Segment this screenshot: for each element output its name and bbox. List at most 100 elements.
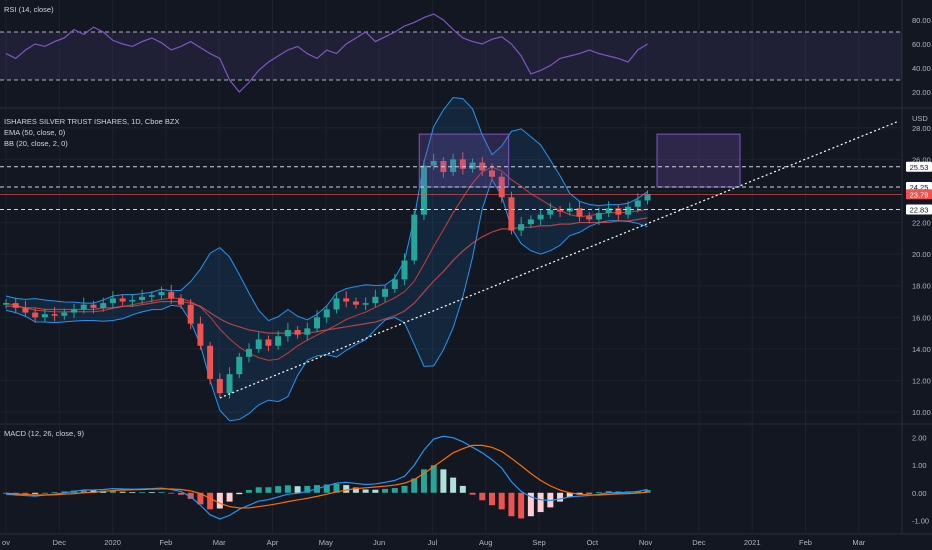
time-axis-label: Dec <box>692 538 706 547</box>
candle-body <box>100 303 107 308</box>
candle-body <box>12 303 19 308</box>
rsi-axis-tick: 60.00 <box>912 40 931 49</box>
macd-histogram-bar <box>61 491 68 493</box>
price-title: ISHARES SILVER TRUST ISHARES, 1D, Cboe B… <box>4 117 180 126</box>
bb-legend-label: BB (20, close, 2, 0) <box>4 139 68 148</box>
candle-body <box>459 159 466 169</box>
macd-histogram-bar <box>518 492 525 519</box>
candle-body <box>314 317 321 329</box>
price-axis-tick: 26.00 <box>912 155 931 164</box>
candle-body <box>80 304 87 310</box>
candle-body <box>333 298 340 310</box>
macd-histogram-bar <box>275 486 282 493</box>
macd-histogram-bar <box>119 491 126 493</box>
candle-body <box>294 329 301 335</box>
candle-body <box>275 336 282 346</box>
macd-histogram-bar <box>430 465 437 493</box>
currency-label: USD <box>912 114 928 123</box>
rsi-pane <box>0 13 902 93</box>
candle-body <box>382 288 389 297</box>
macd-histogram-bar <box>255 487 262 493</box>
macd-legend-label: MACD (12, 26, close, 9) <box>4 429 85 438</box>
macd-histogram-bar <box>187 492 194 499</box>
macd-histogram-bar <box>372 489 379 493</box>
candle-body <box>634 200 641 207</box>
time-axis-label: Jul <box>428 538 438 547</box>
candle-body <box>615 208 622 215</box>
macd-legend: MACD (12, 26, close, 9) <box>4 428 84 439</box>
macd-histogram-bar <box>158 491 165 493</box>
price-tag-label: 22.83 <box>910 205 929 214</box>
price-tag-box <box>906 204 932 215</box>
candle-body <box>430 160 437 166</box>
macd-histogram-bar <box>557 492 564 502</box>
macd-histogram-bar <box>226 492 233 502</box>
candle-body <box>246 348 252 357</box>
macd-histogram-bar <box>343 485 350 493</box>
candle-body <box>518 224 525 231</box>
rsi-line <box>5 13 648 93</box>
candle-body <box>168 292 175 299</box>
macd-histogram-bar <box>382 488 389 493</box>
candle-body <box>90 304 97 308</box>
candle-body <box>22 307 29 313</box>
macd-histogram-bar <box>362 489 369 493</box>
candle-body <box>372 296 379 304</box>
macd-histogram-bar <box>352 487 359 493</box>
candle-body <box>479 162 486 171</box>
candle-body <box>158 292 165 296</box>
axes: ov Dec 2020 Feb Mar Apr May Jun Jul Aug Sep Oct Nov D… <box>2 16 932 547</box>
price-tag-label: 24.25 <box>910 183 929 192</box>
candle-body <box>547 209 554 215</box>
macd-histogram-bar <box>498 492 505 510</box>
price-axis-tick: 10.00 <box>912 408 931 417</box>
macd-histogram-bar <box>391 488 398 493</box>
resistance-box <box>418 133 510 188</box>
price-tag-box <box>906 161 932 172</box>
time-axis-label: Mar <box>852 538 865 547</box>
candle-body <box>527 219 534 225</box>
macd-pane <box>3 435 651 520</box>
time-axis-label: Jun <box>373 538 385 547</box>
rsi-axis-tick: 40.00 <box>912 64 931 73</box>
candle-body <box>625 206 632 215</box>
macd-histogram-bar <box>246 490 252 493</box>
macd-histogram-bar <box>459 485 466 493</box>
candle-body <box>129 299 136 302</box>
rsi-legend-label: RSI (14, close) <box>4 5 54 14</box>
macd-histogram-bar <box>168 492 175 494</box>
rsi-band-fill <box>0 32 902 80</box>
candle-body <box>391 279 398 289</box>
bb-lower-line <box>5 178 648 422</box>
macd-histogram-bar <box>420 469 427 493</box>
macd-histogram-bar <box>51 492 58 494</box>
price-tag-label: 25.53 <box>910 163 929 172</box>
candle-body <box>284 329 291 337</box>
macd-histogram-bar <box>284 485 291 493</box>
time-axis-label: Aug <box>479 538 492 547</box>
rsi-axis-tick: 80.00 <box>912 16 931 25</box>
macd-axis-tick: 0.00 <box>912 489 927 498</box>
macd-histogram-bar <box>148 492 155 494</box>
candle-body <box>411 214 418 261</box>
time-axis-label: May <box>319 538 333 547</box>
candle-body <box>139 296 146 300</box>
macd-histogram-bar <box>41 492 48 494</box>
macd-histogram-bar <box>236 492 243 495</box>
candle-body <box>586 216 593 220</box>
candle-body <box>576 208 583 217</box>
candle-body <box>343 298 350 302</box>
macd-histogram-bar <box>469 492 476 495</box>
candle-body <box>71 309 78 313</box>
candle-body <box>595 213 602 220</box>
macd-histogram-bar <box>605 491 612 493</box>
candle-body <box>207 345 214 379</box>
time-axis-label: Dec <box>53 538 67 547</box>
macd-histogram-bar <box>411 478 418 493</box>
macd-histogram-bar <box>216 492 223 509</box>
macd-axis-tick: 1.00 <box>912 461 927 470</box>
target-box <box>656 133 741 188</box>
macd-histogram-bar <box>177 492 184 495</box>
candle-body <box>148 295 155 297</box>
